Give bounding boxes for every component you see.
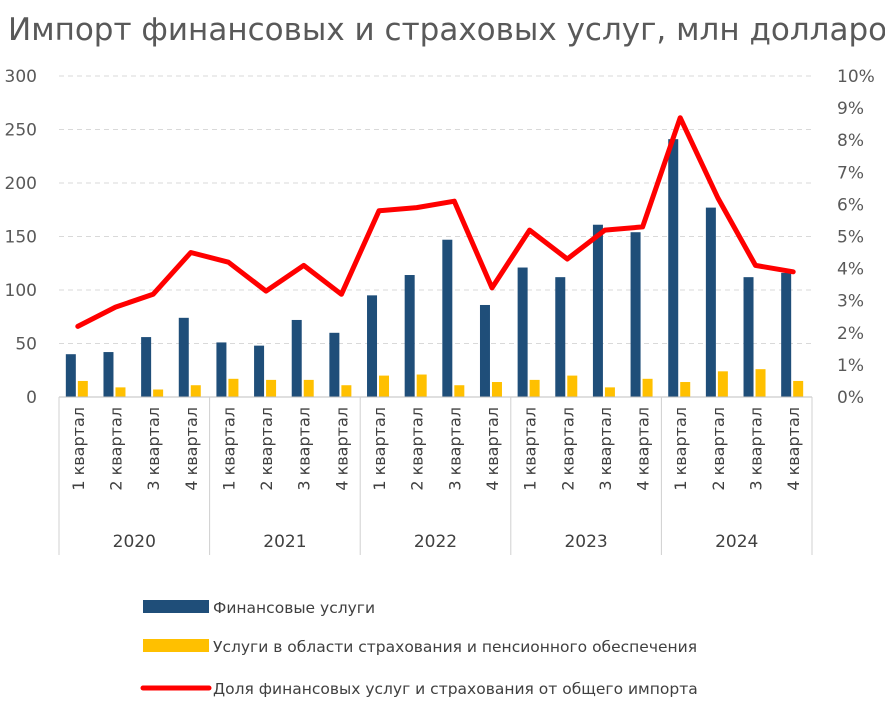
bar-financial-services xyxy=(442,239,453,397)
left-tick-label: 0 xyxy=(26,388,37,408)
category-tick-label: 2 квартал xyxy=(709,407,728,491)
bar-insurance-services xyxy=(680,382,691,397)
bar-insurance-services xyxy=(604,387,615,397)
category-tick-label: 4 квартал xyxy=(332,407,351,491)
gridlines xyxy=(59,75,812,344)
bar-insurance-services xyxy=(228,378,239,397)
bar-financial-services xyxy=(216,342,227,397)
bar-financial-services xyxy=(743,277,754,397)
category-tick-label: 4 квартал xyxy=(182,407,201,491)
right-tick-label: 6% xyxy=(837,195,864,215)
right-tick-label: 4% xyxy=(837,260,864,280)
year-label: 2024 xyxy=(715,532,758,552)
bar-financial-services xyxy=(329,332,340,397)
bar-financial-services xyxy=(367,295,378,397)
bar-insurance-services xyxy=(77,380,88,397)
right-tick-label: 7% xyxy=(837,163,864,183)
category-tick-label: 4 квартал xyxy=(483,407,502,491)
year-label: 2021 xyxy=(263,532,306,552)
bar-financial-services xyxy=(141,337,152,397)
bar-financial-services xyxy=(103,352,114,397)
year-label: 2023 xyxy=(564,532,607,552)
category-tick-label: 4 квартал xyxy=(784,407,803,491)
category-tick-label: 4 квартал xyxy=(634,407,653,491)
right-tick-label: 8% xyxy=(837,131,864,151)
category-tick-label: 2 квартал xyxy=(106,407,125,491)
bar-insurance-services xyxy=(454,385,465,397)
left-axis: 0 50 100 150 200 250 300 xyxy=(5,67,37,408)
share-line xyxy=(75,115,796,329)
bar-insurance-services xyxy=(266,379,277,397)
chart-title: Импорт финансовых и страховых услуг, млн… xyxy=(8,12,885,48)
left-tick-label: 50 xyxy=(15,335,37,355)
bars xyxy=(65,139,804,397)
bar-financial-services xyxy=(254,345,265,397)
bar-insurance-services xyxy=(153,389,164,397)
left-tick-label: 250 xyxy=(5,121,37,141)
bar-insurance-services xyxy=(793,380,804,397)
bar-financial-services xyxy=(178,317,189,397)
category-tick-label: 3 квартал xyxy=(747,407,766,491)
x-axis: 1 квартал 2 квартал 3 квартал 4 квартал 1 кв… xyxy=(58,396,813,555)
bar-insurance-services xyxy=(567,375,578,397)
bar-insurance-services xyxy=(416,374,427,397)
bar-insurance-services xyxy=(491,382,502,397)
category-tick-label: 3 квартал xyxy=(445,407,464,491)
right-tick-label: 3% xyxy=(837,292,864,312)
right-axis: 0% 1% 2% 3% 4% 5% 6% 7% 8% 9% 10% xyxy=(837,67,875,408)
legend-label: Услуги в области страхования и пенсионно… xyxy=(213,638,697,656)
category-tick-label: 2 квартал xyxy=(558,407,577,491)
bar-insurance-services xyxy=(303,379,314,397)
left-tick-label: 300 xyxy=(5,67,37,87)
bar-insurance-services xyxy=(190,385,201,397)
right-tick-label: 1% xyxy=(837,356,864,376)
bar-financial-services xyxy=(705,207,716,397)
category-tick-label: 3 квартал xyxy=(596,407,615,491)
year-label: 2020 xyxy=(113,532,156,552)
right-tick-label: 10% xyxy=(837,67,875,87)
right-tick-label: 2% xyxy=(837,324,864,344)
bar-financial-services xyxy=(404,275,415,397)
category-tick-label: 2 квартал xyxy=(257,407,276,491)
bar-insurance-services xyxy=(341,385,352,397)
category-tick-label: 1 квартал xyxy=(69,407,88,491)
category-tick-label: 1 квартал xyxy=(521,407,540,491)
bar-insurance-services xyxy=(755,369,766,397)
bar-financial-services xyxy=(65,354,76,397)
legend: Финансовые услуги Услуги в области страхо… xyxy=(140,599,698,698)
category-tick-label: 3 квартал xyxy=(295,407,314,491)
category-tick-label: 1 квартал xyxy=(671,407,690,491)
category-tick-label: 1 квартал xyxy=(219,407,238,491)
left-tick-label: 200 xyxy=(5,174,37,194)
bar-insurance-services xyxy=(642,378,653,397)
bar-insurance-services xyxy=(717,371,728,397)
legend-label: Финансовые услуги xyxy=(213,599,375,617)
line-share-of-imports xyxy=(75,115,796,329)
bar-insurance-services xyxy=(529,379,540,397)
left-tick-label: 150 xyxy=(5,228,37,248)
legend-swatch xyxy=(143,639,209,652)
category-tick-label: 3 квартал xyxy=(144,407,163,491)
year-label: 2022 xyxy=(414,532,457,552)
bar-financial-services xyxy=(555,277,566,397)
legend-swatch xyxy=(143,600,209,613)
category-tick-label: 2 квартал xyxy=(408,407,427,491)
bar-financial-services xyxy=(668,139,679,397)
bar-financial-services xyxy=(781,272,792,397)
bar-insurance-services xyxy=(115,387,126,397)
bar-financial-services xyxy=(592,224,603,397)
legend-label: Доля финансовых услуг и страхования от о… xyxy=(213,680,698,698)
bar-financial-services xyxy=(630,232,641,397)
right-tick-label: 9% xyxy=(837,99,864,119)
category-tick-label: 1 квартал xyxy=(370,407,389,491)
left-tick-label: 100 xyxy=(5,281,37,301)
bar-financial-services xyxy=(479,304,490,397)
bar-insurance-services xyxy=(379,375,390,397)
right-tick-label: 0% xyxy=(837,388,864,408)
bar-financial-services xyxy=(517,267,528,397)
right-tick-label: 5% xyxy=(837,228,864,248)
bar-financial-services xyxy=(291,319,302,397)
